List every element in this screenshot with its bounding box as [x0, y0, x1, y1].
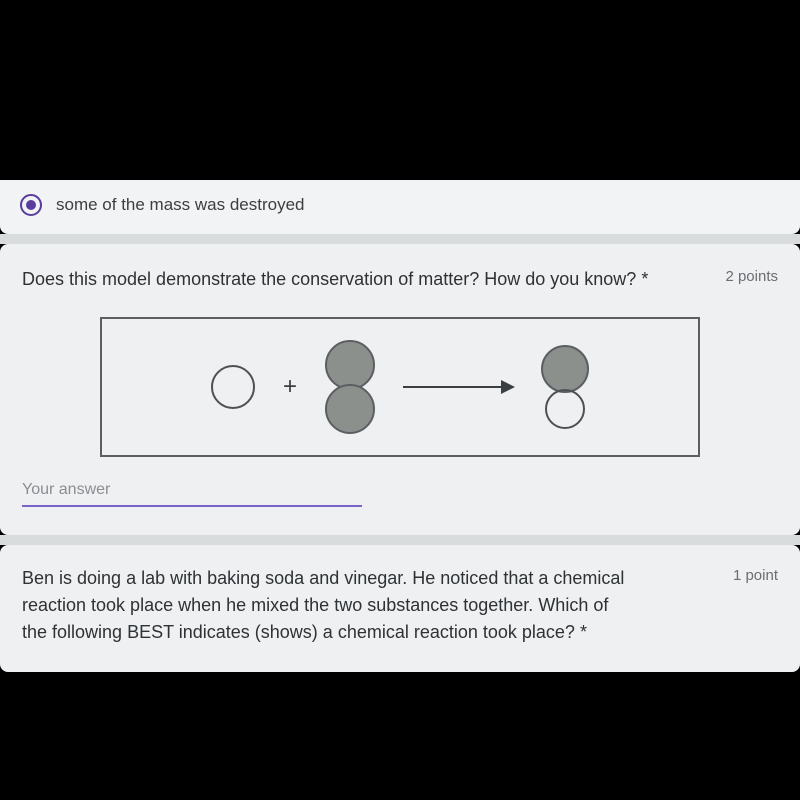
card-gap-2 [0, 535, 800, 545]
product-atom-open-bottom [545, 389, 585, 429]
question-header-row: Does this model demonstrate the conserva… [22, 266, 778, 293]
question-points: 2 points [725, 268, 778, 285]
reactant-atom-filled-top [325, 340, 375, 390]
plus-symbol: + [283, 373, 297, 401]
reactant-atom-filled-bottom [325, 384, 375, 434]
next-q-line1: Ben is doing a lab with baking soda and … [22, 568, 624, 588]
top-black-region [0, 0, 800, 180]
card-gap [0, 234, 800, 244]
reactant-atom-open [211, 365, 255, 409]
next-question-text: Ben is doing a lab with baking soda and … [22, 565, 778, 646]
product-atom-filled-top [541, 345, 589, 393]
next-question-points: 1 point [733, 565, 778, 588]
answer-input[interactable]: Your answer [22, 481, 362, 507]
answer-placeholder: Your answer [22, 481, 110, 498]
radio-inner-dot [26, 200, 36, 210]
question-text: Does this model demonstrate the conserva… [22, 266, 713, 293]
product-molecule [541, 345, 589, 429]
next-question-header-row: Ben is doing a lab with baking soda and … [22, 565, 778, 646]
reaction-diagram: + [100, 317, 700, 457]
reactant-molecule [325, 340, 375, 434]
radio-option-label: some of the mass was destroyed [56, 195, 305, 215]
question-card: Does this model demonstrate the conserva… [0, 244, 800, 535]
radio-selected[interactable] [20, 194, 42, 216]
next-q-line3: the following BEST indicates (shows) a c… [22, 622, 587, 642]
next-q-line2: reaction took place when he mixed the tw… [22, 595, 608, 615]
reaction-arrow [403, 386, 513, 388]
next-question-card: Ben is doing a lab with baking soda and … [0, 545, 800, 672]
previous-question-option-card: some of the mass was destroyed [0, 180, 800, 234]
